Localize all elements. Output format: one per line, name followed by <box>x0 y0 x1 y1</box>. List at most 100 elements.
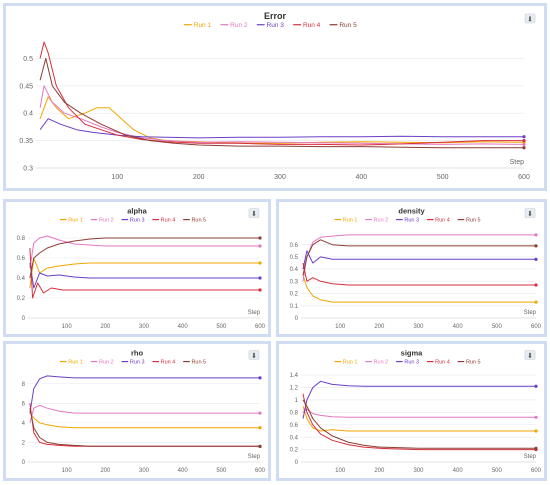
legend-label: Run 2 <box>99 360 114 366</box>
download-icon[interactable]: ⬇ <box>524 350 536 361</box>
series-line-1 <box>302 405 536 432</box>
density-chart: density Run 1 Run 2 Run 3 Run 4 Run 5 ⬇ 0 0.1 0.2… <box>290 207 542 331</box>
x-tick-label: 100 <box>62 468 73 474</box>
legend-item-5[interactable]: Run 5 <box>183 218 206 224</box>
y-tick-label: 4 <box>22 421 26 427</box>
y-tick-label: 0.4 <box>17 276 26 282</box>
legend-label: Run 3 <box>267 22 285 29</box>
series-line-5 <box>302 239 536 276</box>
x-axis-label: Step <box>524 310 537 316</box>
series-line-3 <box>302 380 536 419</box>
legend-item-3[interactable]: Run 3 <box>396 218 419 224</box>
legend-item-3[interactable]: Run 3 <box>396 360 419 366</box>
legend-item-2[interactable]: Run 2 <box>365 360 388 366</box>
x-tick-label: 100 <box>335 324 346 330</box>
legend-label: Run 4 <box>161 218 176 224</box>
series-end-point-2 <box>258 411 262 415</box>
download-icon[interactable]: ⬇ <box>248 208 260 219</box>
series-end-point-5 <box>258 444 262 448</box>
y-tick-label: 0.3 <box>290 279 299 285</box>
series-line-4 <box>302 393 536 451</box>
y-tick-label: 0.4 <box>290 435 299 441</box>
x-tick-label: 500 <box>492 324 503 330</box>
legend-item-2[interactable]: Run 2 <box>90 218 114 224</box>
legend-item-5[interactable]: Run 5 <box>329 22 357 29</box>
series-end-point-3 <box>534 257 538 261</box>
legend-label: Run 2 <box>374 360 389 366</box>
legend-item-2[interactable]: Run 2 <box>220 22 248 29</box>
x-tick-label: 600 <box>255 468 266 474</box>
series-line-3 <box>29 262 260 289</box>
series-end-point-3 <box>258 276 262 280</box>
y-tick-label: 0.6 <box>290 243 299 249</box>
legend-item-4[interactable]: Run 4 <box>293 22 321 29</box>
svg-text:⬇: ⬇ <box>251 210 257 218</box>
y-tick-label: 0.5 <box>23 56 33 63</box>
density-chart-panel: density Run 1 Run 2 Run 3 Run 4 Run 5 ⬇ 0 0.1 0.2… <box>276 199 547 337</box>
y-tick-label: 0.5 <box>290 255 299 261</box>
y-tick-label: 0.8 <box>290 410 299 416</box>
legend-item-4[interactable]: Run 4 <box>152 218 175 224</box>
legend-item-4[interactable]: Run 4 <box>426 360 450 366</box>
y-tick-label: 0.2 <box>290 448 299 454</box>
legend-item-4[interactable]: Run 4 <box>426 218 450 224</box>
y-tick-label: 6 <box>22 401 26 407</box>
series-end-point-3 <box>534 384 538 388</box>
x-tick-label: 400 <box>178 324 189 330</box>
series-line-2 <box>302 234 536 282</box>
legend-item-2[interactable]: Run 2 <box>365 218 388 224</box>
legend-item-5[interactable]: Run 5 <box>457 360 481 366</box>
download-icon[interactable]: ⬇ <box>524 208 536 219</box>
legend-item-1[interactable]: Run 1 <box>60 218 83 224</box>
y-tick-label: 0.2 <box>290 292 299 298</box>
y-tick-label: 0 <box>22 316 26 322</box>
x-axis-label: Step <box>248 310 261 316</box>
legend-item-1[interactable]: Run 1 <box>60 360 83 366</box>
alpha-title: alpha <box>127 207 147 216</box>
x-tick-label: 300 <box>274 174 286 181</box>
legend-item-5[interactable]: Run 5 <box>457 218 481 224</box>
y-tick-label: 0.1 <box>290 304 299 310</box>
y-tick-label: 0.4 <box>290 267 299 273</box>
svg-text:⬇: ⬇ <box>251 352 257 360</box>
sigma-chart-panel: sigma Run 1 Run 2 Run 3 Run 4 Run 5 ⬇ 0 0.2 0.4 0.… <box>276 341 547 481</box>
series-line-2 <box>29 235 260 269</box>
legend-item-2[interactable]: Run 2 <box>90 360 114 366</box>
y-tick-label: 0.35 <box>19 138 33 145</box>
download-icon[interactable]: ⬇ <box>248 350 260 361</box>
series-line-3 <box>302 250 536 270</box>
legend-item-3[interactable]: Run 3 <box>121 360 145 366</box>
legend-label: Run 2 <box>99 218 114 224</box>
series-end-point-3 <box>258 376 262 380</box>
legend-item-5[interactable]: Run 5 <box>183 360 206 366</box>
y-tick-label: 0.3 <box>23 165 33 172</box>
y-tick-label: 0 <box>22 460 26 466</box>
legend-item-3[interactable]: Run 3 <box>256 22 285 29</box>
legend-item-3[interactable]: Run 3 <box>121 218 145 224</box>
series-line-4 <box>39 41 524 146</box>
legend-item-1[interactable]: Run 1 <box>334 360 358 366</box>
x-tick-label: 200 <box>193 174 205 181</box>
legend-item-1[interactable]: Run 1 <box>184 22 211 29</box>
x-axis-label: Step <box>248 454 261 460</box>
series-line-2 <box>39 85 525 145</box>
legend-label: Run 5 <box>466 360 481 366</box>
series-line-2 <box>29 404 260 424</box>
legend-label: Run 1 <box>68 360 83 366</box>
series-end-point-2 <box>522 142 526 147</box>
download-icon[interactable]: ⬇ <box>524 13 536 24</box>
x-tick-label: 600 <box>531 324 542 330</box>
series-end-point-1 <box>534 300 538 304</box>
alpha-chart: alpha Run 1 Run 2 Run 3 Run 4 Run 5 ⬇ 0 0.2 0.4 0.… <box>17 207 266 331</box>
series-line-4 <box>302 262 536 286</box>
x-tick-label: 100 <box>335 468 346 474</box>
legend-label: Run 3 <box>130 218 145 224</box>
legend-item-4[interactable]: Run 4 <box>152 360 175 366</box>
x-tick-label: 100 <box>62 324 73 330</box>
series-end-point-5 <box>534 446 538 450</box>
rho-chart-panel: rho Run 1 Run 2 Run 3 Run 4 Run 5 ⬇ 0 2 4 6 8 100 200… <box>3 341 271 481</box>
x-tick-label: 300 <box>139 468 150 474</box>
x-tick-label: 500 <box>216 324 227 330</box>
series-line-5 <box>29 237 260 279</box>
legend-item-1[interactable]: Run 1 <box>334 218 358 224</box>
